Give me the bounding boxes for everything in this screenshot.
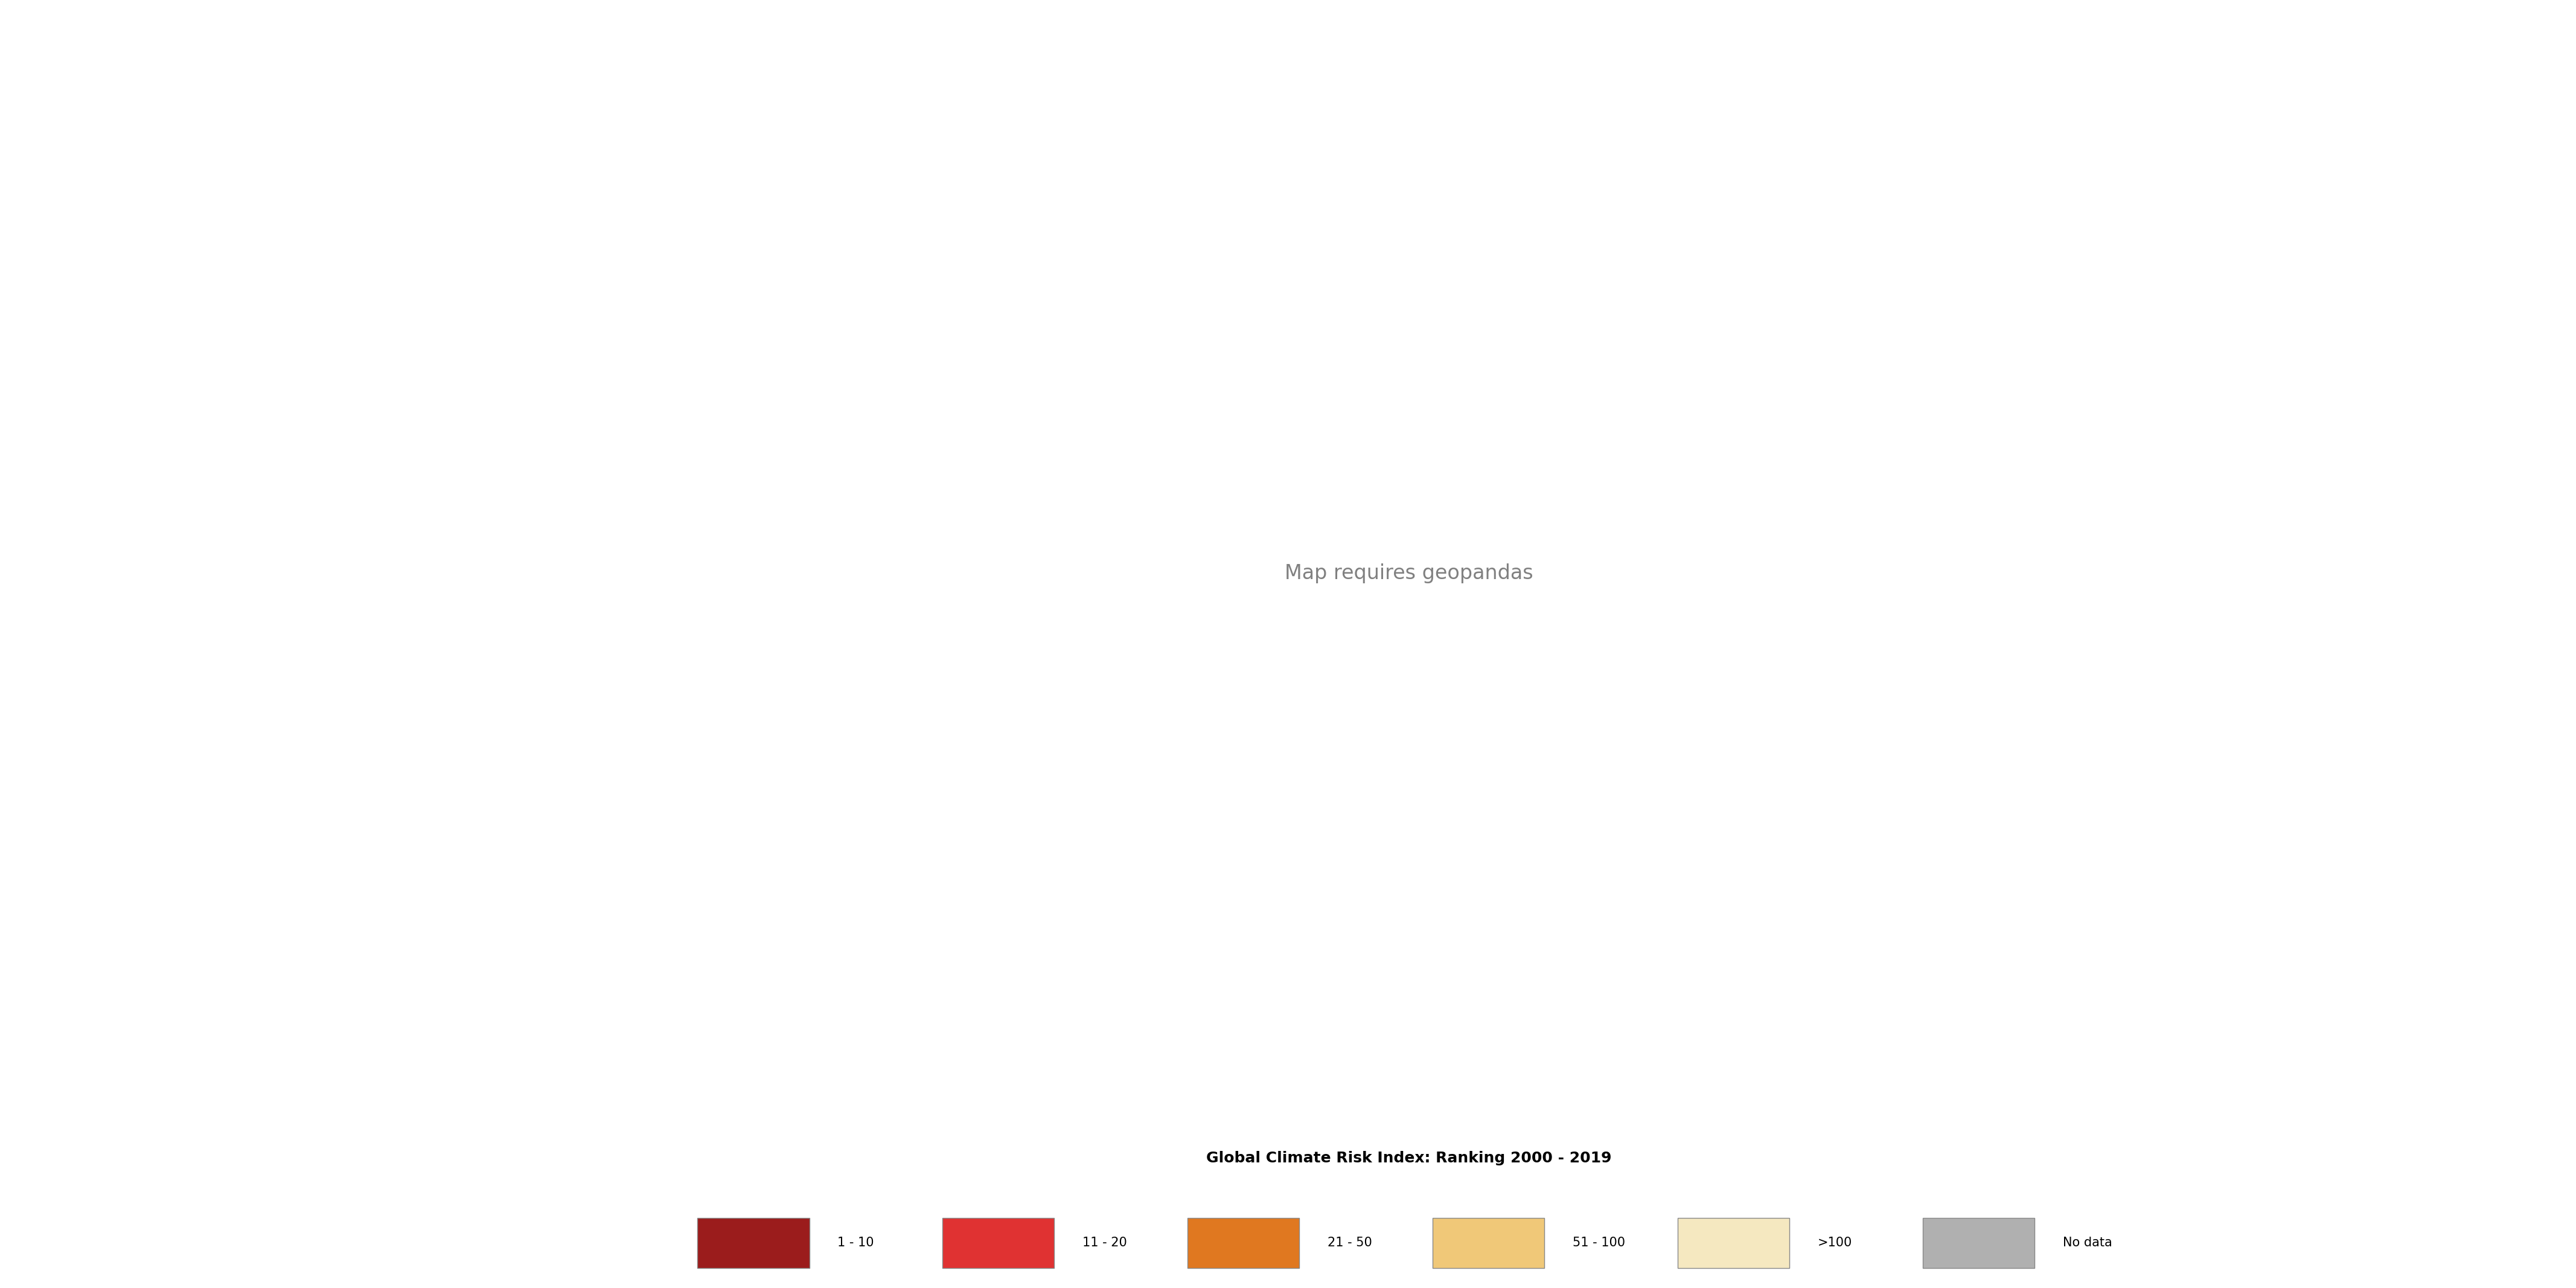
Text: 11 - 20: 11 - 20: [1082, 1236, 1126, 1249]
Bar: [698, 1217, 809, 1267]
Text: GERMANWATCH: GERMANWATCH: [54, 295, 188, 310]
Text: Global Climate
Risk Index: Global Climate Risk Index: [39, 878, 204, 925]
Text: 1 - 10: 1 - 10: [837, 1236, 873, 1249]
Text: 51 - 100: 51 - 100: [1571, 1236, 1625, 1249]
Text: Map requires geopandas: Map requires geopandas: [1285, 563, 1533, 583]
Text: Global Climate Risk Index: Ranking 2000 - 2019: Global Climate Risk Index: Ranking 2000 …: [1206, 1150, 1613, 1166]
Text: No data: No data: [2063, 1236, 2112, 1249]
Bar: [1677, 1217, 1790, 1267]
Text: www.germanwatch.org/en/cri: www.germanwatch.org/en/cri: [64, 1097, 178, 1105]
Bar: [943, 1217, 1054, 1267]
Bar: [1188, 1217, 1298, 1267]
Text: >100: >100: [1819, 1236, 1852, 1249]
Bar: [1432, 1217, 1546, 1267]
Bar: [1922, 1217, 2035, 1267]
Text: 21 - 50: 21 - 50: [1327, 1236, 1373, 1249]
